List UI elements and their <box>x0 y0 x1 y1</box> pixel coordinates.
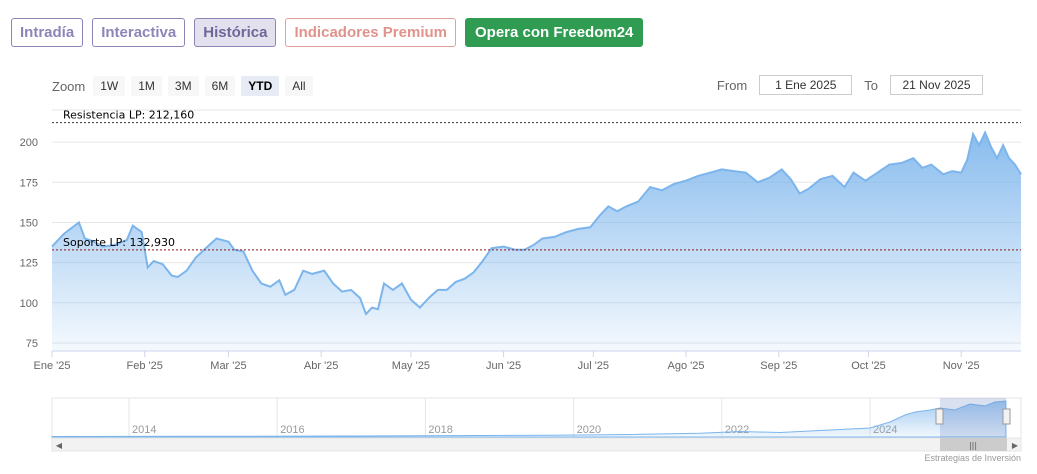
from-label: From <box>716 77 748 93</box>
opera-freedom24-button[interactable]: Opera con Freedom24 <box>465 18 644 47</box>
navigator-year-label: 2016 <box>280 424 304 436</box>
price-area <box>52 132 1021 351</box>
x-tick-label: May '25 <box>392 360 430 372</box>
x-tick-label: Jun '25 <box>486 360 521 372</box>
tab-indicadores-premium[interactable]: Indicadores Premium <box>285 18 456 47</box>
navigator-series <box>51 400 1007 438</box>
x-tick-label: Jul '25 <box>578 360 609 372</box>
to-label: To <box>864 77 878 93</box>
plot-line-label: Resistencia LP: 212,160 <box>63 109 194 122</box>
zoom-selector: Zoom 1W 1M 3M 6M YTD All <box>52 76 317 96</box>
zoom-6m-button[interactable]: 6M <box>204 76 236 96</box>
plot-lines: Resistencia LP: 212,160 Soporte LP: 132,9… <box>52 109 1021 251</box>
zoom-label: Zoom <box>52 78 86 94</box>
x-tick-label: Ene '25 <box>34 360 71 372</box>
scroll-right-icon[interactable]: ▶ <box>1012 441 1019 450</box>
x-tick-label: Mar '25 <box>210 360 246 372</box>
from-date-input[interactable]: 1 Ene 2025 <box>759 75 853 95</box>
zoom-3m-button[interactable]: 3M <box>167 76 199 96</box>
scrollbar-grip-icon: ||| <box>969 441 977 450</box>
y-tick-label: 150 <box>20 217 38 229</box>
plot-line-label: Soporte LP: 132,930 <box>63 236 175 249</box>
x-tick-label: Nov '25 <box>943 360 980 372</box>
y-tick-label: 100 <box>20 298 38 310</box>
navigator[interactable]: 201420162018202020222024 ||| ◀ ▶ <box>51 397 1022 452</box>
price-line <box>51 130 1022 316</box>
x-axis: Ene '25 Feb '25 Mar '25 Abr '25 May '25 Jun '… <box>34 351 980 372</box>
zoom-ytd-button[interactable]: YTD <box>241 76 280 96</box>
y-tick-label: 200 <box>20 137 38 149</box>
x-tick-label: Sep '25 <box>760 360 797 372</box>
y-tick-label: 125 <box>20 258 38 270</box>
tab-interactiva[interactable]: Interactiva <box>92 18 186 47</box>
tab-intradia[interactable]: Intradía <box>11 18 84 47</box>
navigator-mask[interactable] <box>940 398 1006 438</box>
x-tick-label: Oct '25 <box>851 360 886 372</box>
tab-bar: Intradía Interactiva Histórica Indicador… <box>11 18 644 47</box>
y-tick-label: 75 <box>26 338 38 350</box>
navigator-year-label: 2020 <box>577 424 601 436</box>
zoom-1w-button[interactable]: 1W <box>93 76 126 96</box>
navigator-handle-right[interactable] <box>1002 408 1011 425</box>
navigator-handle-left[interactable] <box>935 408 944 425</box>
date-range: From 1 Ene 2025 To 21 Nov 2025 <box>717 75 983 95</box>
y-axis: 75 100 125 150 175 200 <box>20 137 38 350</box>
scrollbar-thumb[interactable] <box>940 438 1007 451</box>
navigator-year-label: 2014 <box>132 424 156 436</box>
y-tick-label: 175 <box>20 177 38 189</box>
zoom-1m-button[interactable]: 1M <box>131 76 162 96</box>
x-tick-label: Ago '25 <box>668 360 705 372</box>
x-tick-label: Abr '25 <box>304 360 339 372</box>
scroll-left-icon[interactable]: ◀ <box>56 441 63 450</box>
chart-credit[interactable]: Estrategias de Inversión <box>924 453 1021 463</box>
zoom-all-button[interactable]: All <box>285 76 313 96</box>
to-date-input[interactable]: 21 Nov 2025 <box>890 75 983 95</box>
scrollbar-track[interactable] <box>51 437 1022 452</box>
x-tick-label: Feb '25 <box>127 360 163 372</box>
tab-historica[interactable]: Histórica <box>194 18 277 47</box>
navigator-year-label: 2018 <box>428 424 452 436</box>
